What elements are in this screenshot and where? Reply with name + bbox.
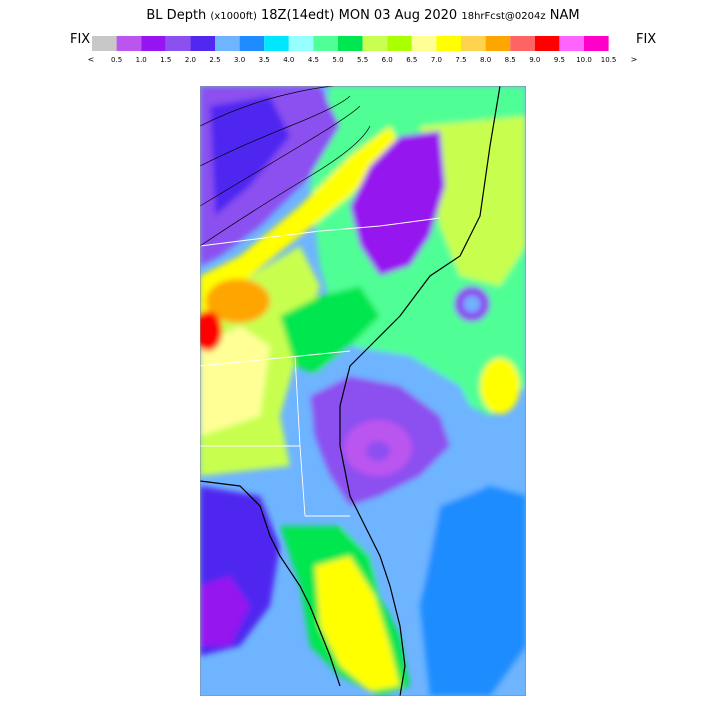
legend-swatch [264, 36, 289, 51]
legend-swatch [387, 36, 412, 51]
legend-labels: 0.5 1.0 1.5 2.0 2.5 3.0 3.5 4.0 4.5 5.0 5.5 6.0 6.5 7… [111, 56, 616, 64]
legend-tick-label: 8.5 [505, 56, 516, 64]
legend-swatch [313, 36, 338, 51]
legend-swatch [166, 36, 191, 51]
legend-swatch [92, 36, 117, 51]
legend-tick-label: 2.0 [185, 56, 196, 64]
field-offshore-yellow [480, 358, 520, 414]
legend-tick-label: 6.5 [406, 56, 417, 64]
legend-swatch [510, 36, 535, 51]
legend-tick-label: 0.5 [111, 56, 122, 64]
legend-swatch [289, 36, 314, 51]
legend-tick-label: 8.0 [480, 56, 491, 64]
legend-swatch [412, 36, 437, 51]
legend-swatch [559, 36, 584, 51]
color-legend: 0.5 1.0 1.5 2.0 2.5 3.0 3.5 4.0 4.5 5.0 5.5 6.0 6.5 7… [0, 36, 726, 68]
legend-tick-label: 10.5 [601, 56, 617, 64]
legend-swatch [535, 36, 560, 51]
legend-swatch [584, 36, 609, 51]
legend-tick-label: 4.5 [308, 56, 319, 64]
legend-swatch [215, 36, 240, 51]
legend-tick-label: 6.0 [382, 56, 393, 64]
title-date: MON 03 Aug 2020 [339, 8, 458, 23]
legend-swatch [436, 36, 461, 51]
legend-tick-label: 3.5 [259, 56, 270, 64]
legend-tick-label: 5.0 [332, 56, 343, 64]
legend-swatch [117, 36, 142, 51]
legend-left-arrow: < [88, 55, 95, 64]
legend-tick-label: 1.0 [136, 56, 147, 64]
legend-swatch [141, 36, 166, 51]
legend-tick-label: 9.0 [529, 56, 540, 64]
legend-swatch [240, 36, 265, 51]
chart-title: BL Depth (x1000ft) 18Z(14edt) MON 03 Aug… [0, 8, 726, 23]
legend-swatch [190, 36, 215, 51]
legend-swatch [363, 36, 388, 51]
legend-tick-label: 7.0 [431, 56, 442, 64]
legend-tick-label: 3.0 [234, 56, 245, 64]
title-forecast: 18hrFcst@0204z [461, 11, 545, 22]
legend-swatch [338, 36, 363, 51]
legend-tick-label: 10.0 [576, 56, 592, 64]
legend-swatch [486, 36, 511, 51]
field-swirl-center [366, 441, 390, 461]
legend-swatch [461, 36, 486, 51]
legend-tick-label: 4.0 [283, 56, 294, 64]
legend-tick-label: 2.5 [209, 56, 220, 64]
field-offshore-ring-core [464, 296, 480, 312]
title-units: (x1000ft) [210, 11, 256, 22]
legend-tick-label: 7.5 [455, 56, 466, 64]
legend-tick-label: 1.5 [160, 56, 171, 64]
legend-tick-label: 9.5 [554, 56, 565, 64]
boundary-layer-depth-map [200, 86, 526, 696]
legend-right-arrow: > [631, 55, 638, 64]
title-model: NAM [550, 8, 580, 23]
title-valid: 18Z(14edt) [261, 8, 334, 23]
legend-tick-label: 5.5 [357, 56, 368, 64]
legend-swatches [92, 36, 609, 51]
title-product: BL Depth [146, 8, 206, 23]
